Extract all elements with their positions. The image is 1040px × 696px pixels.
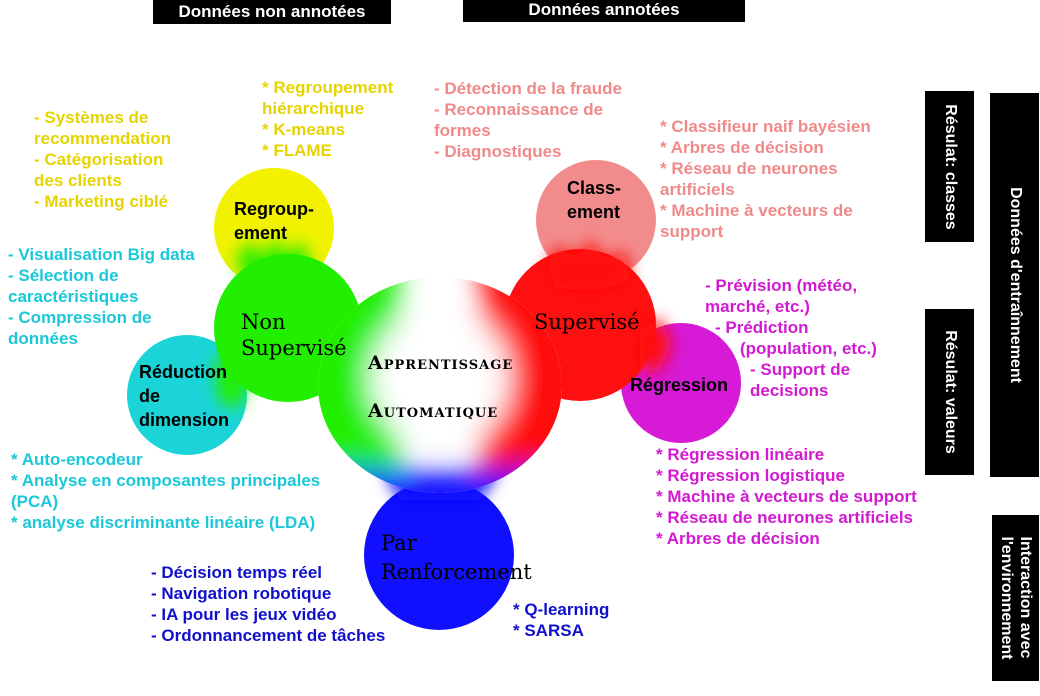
clustering-algorithms: * Regroupement hiérarchique * K-means * …: [262, 78, 394, 160]
supervised-label: Supervisé: [534, 310, 640, 334]
header-labeled-data: Données annotées: [463, 0, 745, 22]
training-data-label: Données d'entraînnement: [1006, 187, 1024, 383]
classification-algorithms: * Classifieur naif bayésien * Arbres de …: [660, 117, 871, 241]
result-classes-box: Résulat: classes: [925, 91, 974, 242]
unsupervised-label: Non Supervisé: [241, 310, 347, 360]
dimred-applications: - Visualisation Big data - Sélection de …: [8, 245, 195, 348]
clustering-label: Regroup- ement: [234, 199, 314, 243]
reinforcement-applications: - Décision temps réel - Navigation robot…: [151, 563, 386, 645]
clustering-applications: - Systèmes de recommendation - Catégoris…: [34, 108, 171, 211]
classification-applications: - Détection de la fraude - Reconnaissanc…: [434, 79, 622, 161]
result-classes-label: Résulat: classes: [941, 103, 959, 230]
dimred-algorithms: * Auto-encodeur * Analyse en composantes…: [11, 450, 321, 532]
regression-algorithms: * Régression linéaire * Régression logis…: [656, 445, 917, 548]
reinforcement-algorithms: * Q-learning * SARSA: [513, 600, 610, 640]
classification-circle: [536, 160, 656, 280]
header-unlabeled-data: Données non annotées: [153, 0, 391, 24]
dimred-label: Réduction de dimension: [139, 362, 230, 430]
center-title-line2: Automatique: [368, 400, 499, 422]
regression-label: Régression: [630, 375, 729, 395]
environment-label: Interaction avec l'environnement: [997, 536, 1034, 660]
reinforcement-circle: [364, 480, 514, 630]
result-values-box: Résulat: valeurs: [925, 309, 974, 475]
reinforcement-label: Par Renforcement: [381, 531, 532, 584]
result-values-label: Résulat: valeurs: [941, 330, 959, 454]
training-data-box: Données d'entraînnement: [990, 93, 1039, 477]
classification-label: Class- ement: [567, 178, 622, 222]
environment-box: Interaction avec l'environnement: [992, 515, 1039, 681]
regression-applications: - Prévision (météo, marché, etc.) - Préd…: [705, 276, 877, 400]
center-title-line1: Apprentissage: [368, 352, 514, 374]
